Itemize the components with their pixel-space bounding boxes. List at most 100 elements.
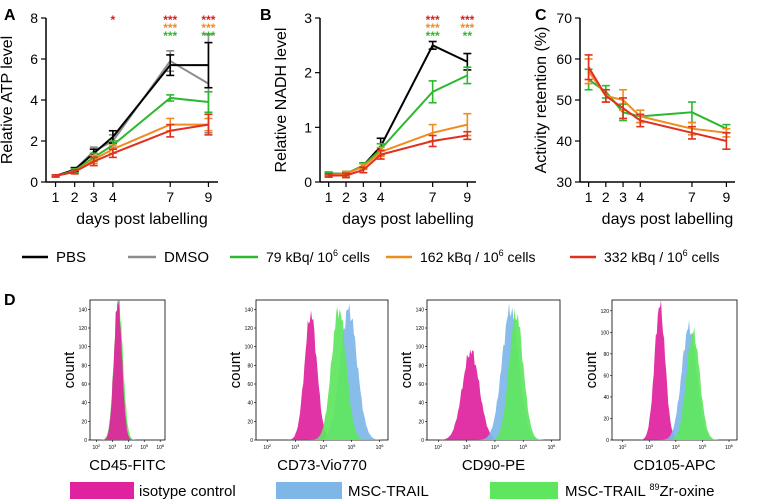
y-axis-label: count: [61, 351, 78, 389]
x-tick-label: 2: [342, 189, 350, 205]
y-tick-label: 100: [601, 330, 610, 336]
x-tick-base: 10: [463, 445, 469, 451]
y-axis-label: count: [583, 351, 600, 389]
y-tick-label: 40: [247, 401, 253, 407]
y-tick-label: 20: [418, 419, 424, 425]
panel-label-b: B: [260, 7, 272, 24]
histogram-msczr: [427, 308, 560, 440]
y-axis-label: count: [227, 351, 244, 389]
series-g332: [324, 130, 472, 179]
x-tick-label: 103: [291, 443, 300, 451]
x-tick-exponent: 4: [497, 443, 500, 448]
x-axis-label: CD105-APC: [633, 457, 716, 474]
series-line-g332: [55, 123, 209, 177]
series-line-g162: [55, 123, 209, 177]
x-tick-label: 105: [348, 443, 357, 451]
histogram-isotype: [256, 310, 388, 440]
legend-msczr-label: MSC-TRAIL 89Zr-oxine: [565, 482, 714, 500]
plot-frame: [89, 299, 166, 441]
y-tick-label: 120: [416, 326, 425, 332]
series-line-g79: [55, 96, 209, 177]
y-tick-label: 80: [247, 363, 253, 369]
y-tick-label: 0: [606, 438, 609, 444]
line-legend: PBS DMSO 79 kBq/ 106 cells 162 kBq / 106…: [22, 248, 720, 266]
y-axis-label: Relative ATP level: [0, 36, 16, 164]
series-line-g162: [328, 123, 468, 177]
x-tick-exponent: 5: [353, 443, 356, 448]
x-tick-label: 9: [205, 189, 213, 205]
y-tick-label: 50: [556, 92, 572, 108]
y-tick-label: 3: [304, 10, 312, 26]
histogram-isotype: [427, 349, 560, 440]
x-tick-label: 106: [376, 443, 385, 451]
y-tick-label: 0: [421, 438, 424, 444]
x-tick-exponent: 3: [114, 443, 117, 448]
y-tick-label: 2: [304, 65, 312, 81]
legend-79-label: 79 kBq/ 106 cells: [266, 248, 370, 265]
flow-legend: isotype control MSC-TRAIL MSC-TRAIL 89Zr…: [70, 482, 714, 500]
histogram-msc: [256, 303, 388, 440]
panel-label-a: A: [4, 7, 16, 24]
x-tick-exponent: 2: [98, 443, 101, 448]
x-tick-base: 10: [672, 445, 678, 451]
y-tick-label: 100: [416, 345, 425, 351]
significance-stars: ***: [426, 21, 440, 35]
x-axis-label: days post labelling: [602, 211, 734, 228]
y-tick-label: 80: [81, 363, 87, 369]
x-tick-exponent: 3: [468, 443, 471, 448]
x-tick-base: 10: [548, 445, 554, 451]
x-tick-label: 1: [585, 189, 593, 205]
x-tick-exponent: 5: [704, 443, 707, 448]
legend-dmso-label: DMSO: [164, 249, 209, 266]
x-tick-label: 7: [429, 189, 437, 205]
x-tick-label: 4: [636, 189, 644, 205]
significance-stars: ***: [163, 13, 177, 27]
x-tick-label: 106: [548, 443, 557, 451]
x-tick-label: 103: [108, 443, 117, 451]
x-tick-exponent: 6: [731, 443, 734, 448]
y-tick-label: 4: [30, 92, 38, 108]
x-tick-exponent: 3: [297, 443, 300, 448]
y-tick-label: 40: [556, 133, 572, 149]
histogram-msczr: [612, 326, 737, 440]
x-tick-exponent: 6: [381, 443, 384, 448]
series-line-g332: [587, 66, 727, 142]
y-tick-label: 0: [84, 438, 87, 444]
x-tick-base: 10: [434, 445, 440, 451]
x-tick-exponent: 4: [677, 443, 680, 448]
significance-stars: ***: [460, 13, 474, 27]
y-tick-label: 0: [30, 174, 38, 190]
y-tick-label: 100: [245, 345, 254, 351]
x-tick-base: 10: [92, 445, 98, 451]
x-tick-exponent: 5: [146, 443, 149, 448]
series-line-g79: [328, 74, 468, 175]
y-tick-label: 20: [81, 419, 87, 425]
y-tick-label: 80: [603, 352, 609, 358]
y-axis-label: Activity retention (%): [533, 27, 550, 174]
y-tick-label: 40: [603, 395, 609, 401]
x-tick-label: 102: [92, 443, 101, 451]
y-tick-label: 0: [250, 438, 253, 444]
x-tick-exponent: 6: [553, 443, 556, 448]
y-tick-label: 20: [247, 419, 253, 425]
x-tick-label: 9: [722, 189, 730, 205]
significance-stars: ***: [163, 29, 177, 43]
significance-stars: ***: [201, 21, 215, 35]
x-axis-label: days post labelling: [76, 211, 208, 228]
x-tick-base: 10: [108, 445, 114, 451]
x-tick-label: 102: [434, 443, 443, 451]
x-tick-label: 3: [90, 189, 98, 205]
x-tick-label: 104: [672, 443, 681, 451]
histogram-msc: [612, 319, 737, 440]
x-tick-base: 10: [491, 445, 497, 451]
legend-isotype-label: isotype control: [139, 483, 236, 500]
y-tick-label: 60: [556, 51, 572, 67]
x-tick-exponent: 2: [624, 443, 627, 448]
series-g332: [51, 113, 213, 178]
x-axis-label: CD90-PE: [462, 457, 525, 474]
y-tick-label: 8: [30, 10, 38, 26]
significance-stars: *: [111, 13, 116, 27]
series-line-pbs: [328, 44, 468, 175]
